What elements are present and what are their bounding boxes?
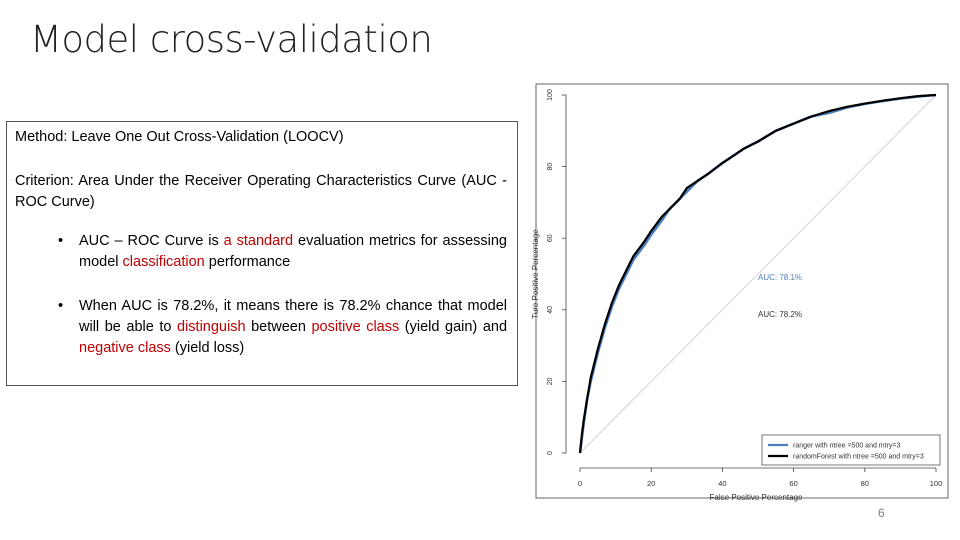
roc-curve-1 — [578, 93, 937, 454]
y-tick-label-2: 40 — [547, 306, 554, 314]
x-tick-label-2: 40 — [718, 479, 726, 488]
x-tick-label-1: 20 — [647, 479, 655, 488]
roc-chart: 0 20 40 60 80 100 Ture Positive Percentage 0 20 4… — [531, 83, 949, 502]
criterion-text: Criterion: Area Under the Receiver Opera… — [15, 173, 507, 210]
auc-annotation-0: AUC: 78.1% — [758, 273, 802, 282]
legend-label-0: ranger with ntree =500 and mtry=3 — [793, 443, 901, 450]
x-tick-label-4: 80 — [861, 479, 869, 488]
bullet-item-auc-value: When AUC is 78.2%, it means there is 78.… — [58, 296, 508, 359]
y-tick-label-1: 20 — [547, 377, 554, 385]
bullet2-text-4: (yield loss) — [170, 340, 245, 356]
y-tick-label-0: 0 — [547, 451, 554, 455]
bullet2-text-1: When AUC is 78.2%, it means there is 78.… — [79, 298, 507, 335]
slide-title: Model cross-validation — [30, 18, 433, 61]
bullet2-highlight-positive-class: positive class — [311, 319, 400, 335]
x-axis-label: False Positive Percentage — [710, 493, 803, 502]
bullet2-text-2: between — [245, 319, 312, 335]
y-tick-label-4: 80 — [547, 163, 554, 171]
page-number: 6 — [878, 506, 885, 520]
reference-diagonal — [579, 94, 937, 454]
y-tick-label-5: 100 — [547, 89, 554, 101]
auc-annotation-1: AUC: 78.2% — [758, 310, 802, 319]
x-tick-label-3: 60 — [789, 479, 797, 488]
plot-frame — [535, 83, 949, 499]
method-box: Method: Leave One Out Cross-Validation (… — [6, 121, 518, 386]
y-axis-label: Ture Positive Percentage — [531, 229, 540, 319]
x-tick-label-5: 100 — [930, 479, 943, 488]
bullet-list: AUC – ROC Curve is a standard evaluation… — [15, 231, 507, 359]
legend-label-1: randomForest with ntree =500 and mtry=3 — [793, 454, 924, 461]
bullet2-text-3: (yield gain) and — [399, 319, 508, 335]
bullet2-highlight-distinguish: distinguish — [177, 319, 246, 335]
bullet1-text-3: performance — [204, 254, 291, 270]
bullet1-text-2: evaluation metrics for assessing model — [79, 233, 507, 270]
x-tick-label-0: 0 — [578, 479, 582, 488]
bullet1-highlight-standard: a standard — [223, 233, 294, 249]
bullet1-highlight-classification: classification — [122, 254, 205, 270]
bullet1-text-1: AUC – ROC Curve is — [79, 233, 224, 249]
legend-box — [761, 434, 941, 466]
y-tick-label-3: 60 — [547, 234, 554, 242]
method-text: Method: Leave One Out Cross-Validation (… — [15, 129, 344, 145]
bullet2-highlight-negative-class: negative class — [79, 340, 171, 356]
bullet-item-auc-roc: AUC – ROC Curve is a standard evaluation… — [58, 231, 507, 273]
